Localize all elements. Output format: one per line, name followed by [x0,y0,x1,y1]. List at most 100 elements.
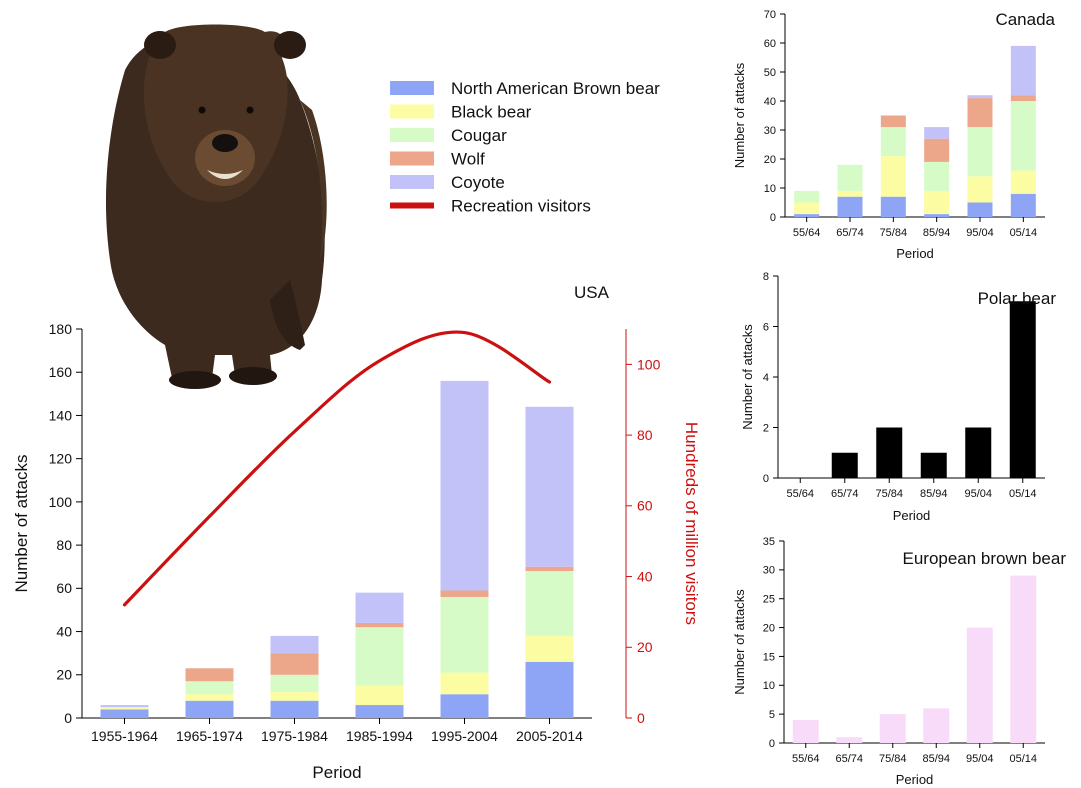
legend-swatch [390,81,434,95]
legend-label: Cougar [451,126,507,145]
y-tick-label: 40 [56,623,72,639]
bar-segment [270,635,319,654]
bar-segment [100,707,149,710]
x-axis-label: Period [896,246,934,261]
bar [966,627,993,743]
bar-segment [837,190,863,197]
bar-segment [794,190,820,203]
y-tick-label: 160 [49,364,73,380]
european-brown-bear-chart: 0 5 10 15 20 25 30 35 55/64 65/74 75/84 85/94 95/04 0… [732,536,1066,787]
y-tick-label: 20 [56,667,72,683]
bar-segment [100,705,149,708]
y-axis-label: Number of attacks [732,589,747,695]
bar-segment [794,214,820,217]
y-tick-label: 20 [763,622,775,634]
x-tick-label: 75/84 [875,488,903,500]
bar-segment [924,161,950,191]
bar-segment [1010,95,1036,101]
x-tick-label: 65/74 [831,488,859,500]
y-tick-label: 30 [764,125,776,137]
bar-segment [1010,193,1036,217]
bar-segment [967,202,993,217]
bar-segment [880,196,906,217]
bar-segment [967,176,993,203]
bar-segment [270,653,319,675]
legend-label: North American Brown bear [451,79,660,98]
y-tick-label: 140 [49,407,73,423]
y-tick-label: 20 [764,154,776,166]
y-tick-label: 100 [49,494,73,510]
bar-segment [355,622,404,628]
canada-chart: 0 10 20 30 40 50 60 70 55/64 65/74 75/84 85/94 95/04… [732,9,1056,261]
y2-tick-label: 100 [637,356,661,372]
bar [965,427,992,478]
y2-tick-label: 60 [637,498,653,514]
bar-segment [924,214,950,217]
y-tick-label: 70 [764,9,776,21]
legend-swatch [390,128,434,142]
y-axis-label: Number of attacks [740,324,755,430]
y-tick-label: 15 [763,651,775,663]
brown-bear-icon [105,24,327,389]
legend-label: Wolf [451,150,485,169]
x-tick-label: 85/94 [920,488,948,500]
bar-segment [525,661,574,718]
x-tick-label: 65/74 [836,227,864,239]
y-tick-label: 50 [764,67,776,79]
bar-segment [185,681,234,695]
bar-segment [185,694,234,701]
y-tick-label: 5 [769,709,775,721]
bar-segment [794,202,820,215]
x-tick-label: 1965-1974 [176,728,243,744]
legend-line-swatch [390,202,434,209]
bar-segment [924,127,950,139]
y-tick-label: 0 [770,212,776,224]
bar-segment [967,127,993,177]
y2-tick-label: 20 [637,639,653,655]
bar-segment [525,566,574,572]
bar-segment [837,196,863,217]
chart-title: European brown bear [902,549,1066,568]
y-tick-label: 25 [763,594,775,606]
bar-segment [880,115,906,128]
bar-segment [837,164,863,191]
bar-segment [100,709,149,718]
legend-swatch [390,104,434,119]
bar [836,737,863,743]
y-tick-label: 40 [764,96,776,108]
bar-segment [355,627,404,686]
x-tick-label: 55/64 [786,488,814,500]
bar-segment [440,590,489,597]
y-tick-label: 8 [763,271,769,283]
y-tick-label: 80 [56,537,72,553]
bar-segment [924,190,950,215]
bar-segment [440,596,489,673]
x-tick-label: 85/94 [922,753,950,765]
bar [876,427,903,478]
x-tick-label: 05/14 [1009,488,1037,500]
x-tick-label: 85/94 [923,227,951,239]
y2-tick-label: 0 [637,710,645,726]
y-tick-label: 60 [56,580,72,596]
chart-title: Polar bear [978,289,1057,308]
bar-segment [880,156,906,197]
y2-axis-label: Hundreds of million visitors [682,422,701,625]
x-axis-label: Period [896,772,934,787]
x-tick-label: 2005-2014 [516,728,583,744]
bar-segment [185,668,234,682]
bar-segment [1010,170,1036,194]
x-tick-label: 95/04 [964,488,992,500]
bar [1009,301,1036,478]
x-tick-label: 1955-1964 [91,728,158,744]
legend-label: Black bear [451,103,532,122]
y-tick-label: 4 [763,372,769,384]
y-tick-label: 2 [763,422,769,434]
y-tick-label: 10 [764,183,776,195]
chart-title: Canada [995,10,1055,29]
y-axis-label: Number of attacks [12,455,31,593]
y2-tick-label: 80 [637,427,653,443]
y-tick-label: 0 [64,710,72,726]
x-tick-label: 1985-1994 [346,728,413,744]
bar-segment [924,138,950,162]
